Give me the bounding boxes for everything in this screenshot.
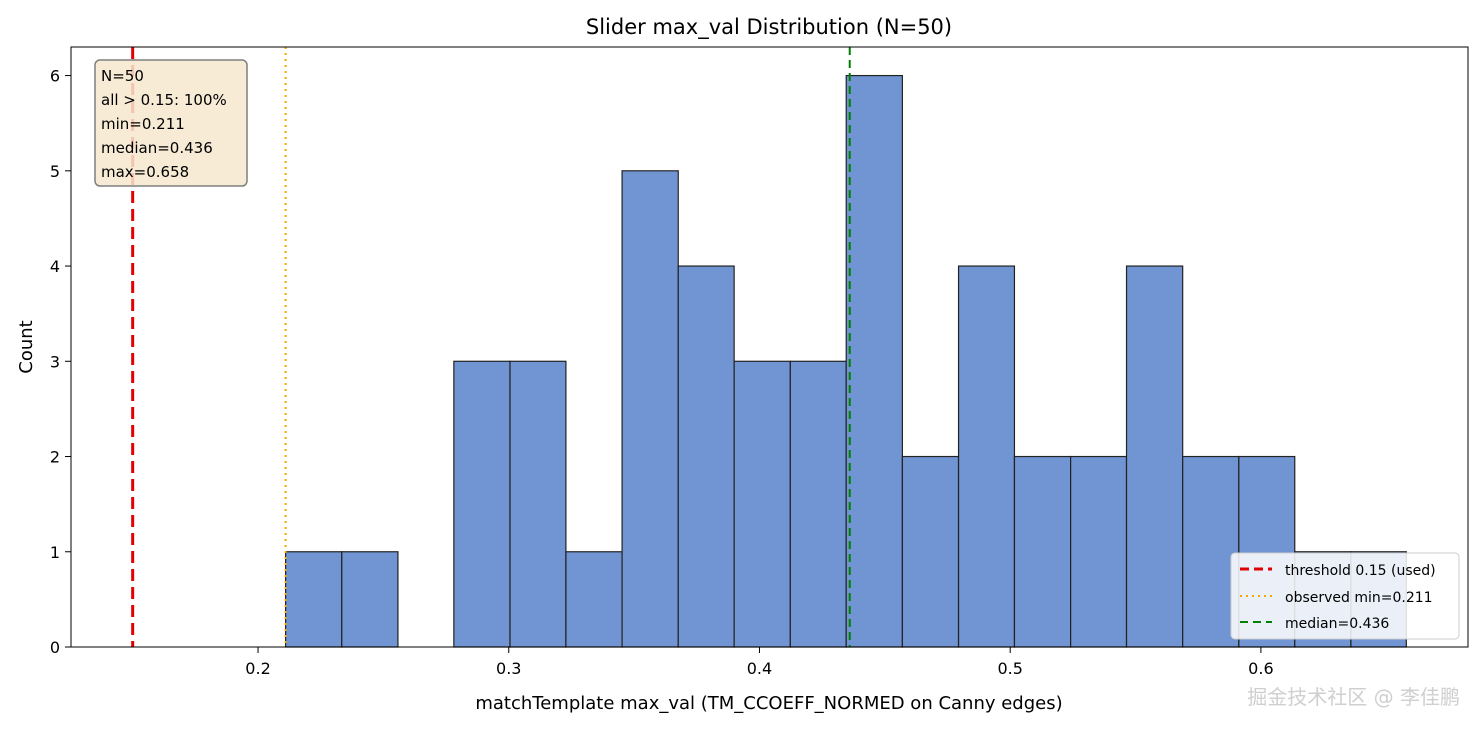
y-tick-label: 5 — [50, 162, 60, 181]
x-tick-label: 0.4 — [747, 659, 772, 678]
legend-label-median: median=0.436 — [1285, 616, 1389, 632]
stats-line-median: median=0.436 — [101, 139, 213, 157]
y-tick-label: 3 — [50, 352, 60, 371]
histogram-bar — [1182, 455, 1240, 648]
plot-frame — [70, 46, 1469, 648]
histogram-bar — [565, 551, 623, 648]
histogram-bar — [1070, 455, 1128, 648]
y-tick-label: 4 — [50, 257, 60, 276]
histogram-bar — [453, 360, 511, 648]
histogram-bar — [957, 265, 1016, 648]
stats-line-max: max=0.658 — [101, 163, 189, 181]
x-tick-label: 0.5 — [997, 659, 1022, 678]
histogram-bar — [1125, 265, 1184, 648]
x-tick-label: 0.6 — [1248, 659, 1273, 678]
histogram-bar — [845, 74, 903, 648]
histogram-bar — [509, 360, 567, 648]
y-tick-label: 0 — [50, 638, 60, 657]
histogram-bar — [733, 360, 791, 648]
histogram-bar — [285, 551, 343, 648]
y-tick-label: 1 — [50, 543, 60, 562]
stats-line-threshold: all > 0.15: 100% — [101, 91, 227, 109]
watermark: 掘金技术社区 @ 李佳鹏 — [1247, 685, 1460, 709]
histogram-bar — [341, 551, 399, 648]
histogram-bar — [621, 170, 679, 648]
y-axis-label: Count — [16, 320, 37, 373]
legend-label-threshold: threshold 0.15 (used) — [1285, 563, 1436, 579]
stats-box: N=50 all > 0.15: 100% min=0.211 median=0… — [94, 59, 248, 187]
legend: threshold 0.15 (used) observed min=0.211… — [1230, 552, 1460, 640]
histogram-bar — [789, 360, 847, 648]
histogram-bar — [1013, 455, 1072, 648]
y-tick-label: 6 — [50, 67, 60, 86]
x-tick-label: 0.2 — [245, 659, 270, 678]
histogram-bar — [901, 455, 960, 648]
y-tick-label: 2 — [50, 448, 60, 467]
x-axis-label: matchTemplate max_val (TM_CCOEFF_NORMED … — [475, 693, 1062, 714]
x-tick-label: 0.3 — [496, 659, 521, 678]
chart-title: Slider max_val Distribution (N=50) — [586, 15, 952, 40]
stats-line-n: N=50 — [101, 67, 144, 85]
legend-label-observed-min: observed min=0.211 — [1285, 590, 1433, 606]
stats-line-min: min=0.211 — [101, 115, 185, 133]
histogram-bar — [677, 265, 735, 648]
